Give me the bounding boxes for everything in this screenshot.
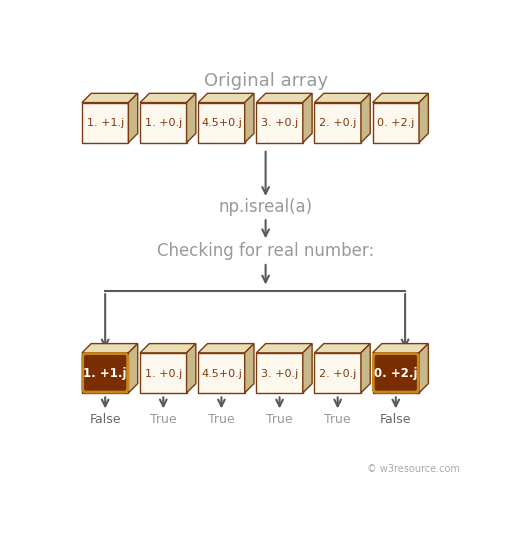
Bar	[373, 103, 419, 143]
Text: Checking for real number:: Checking for real number:	[157, 242, 374, 260]
Text: 1. +1.j: 1. +1.j	[84, 367, 127, 380]
Polygon shape	[373, 93, 428, 103]
Polygon shape	[303, 93, 312, 143]
Polygon shape	[244, 93, 254, 143]
Text: © w3resource.com: © w3resource.com	[367, 464, 460, 474]
Polygon shape	[140, 343, 196, 353]
Text: 0. +2.j: 0. +2.j	[377, 119, 415, 128]
Polygon shape	[198, 343, 254, 353]
Polygon shape	[82, 343, 138, 353]
Text: 4.5+0.j: 4.5+0.j	[201, 119, 242, 128]
Polygon shape	[256, 93, 312, 103]
Polygon shape	[303, 343, 312, 393]
Polygon shape	[315, 343, 370, 353]
Text: Original array: Original array	[203, 72, 327, 90]
Text: 3. +0.j: 3. +0.j	[261, 368, 298, 379]
Bar	[198, 353, 244, 393]
Text: 3. +0.j: 3. +0.j	[261, 119, 298, 128]
Polygon shape	[198, 93, 254, 103]
Polygon shape	[128, 93, 138, 143]
Text: True: True	[150, 413, 176, 426]
Bar	[256, 103, 303, 143]
Bar	[140, 353, 186, 393]
Text: 2. +0.j: 2. +0.j	[319, 119, 357, 128]
Text: 2. +0.j: 2. +0.j	[319, 368, 357, 379]
Polygon shape	[361, 93, 370, 143]
FancyBboxPatch shape	[373, 354, 418, 392]
Text: 0. +2.j: 0. +2.j	[374, 367, 418, 380]
Polygon shape	[373, 343, 428, 353]
Polygon shape	[82, 93, 138, 103]
Polygon shape	[186, 343, 196, 393]
Polygon shape	[361, 343, 370, 393]
Polygon shape	[140, 93, 196, 103]
Polygon shape	[256, 343, 312, 353]
Text: 1. +0.j: 1. +0.j	[145, 368, 182, 379]
Text: True: True	[266, 413, 293, 426]
Bar	[373, 353, 419, 393]
Text: True: True	[208, 413, 235, 426]
Text: True: True	[324, 413, 351, 426]
Text: False: False	[89, 413, 121, 426]
Text: 1. +1.j: 1. +1.j	[87, 119, 124, 128]
Bar	[82, 103, 128, 143]
Bar	[82, 353, 128, 393]
Polygon shape	[315, 93, 370, 103]
Polygon shape	[186, 93, 196, 143]
Polygon shape	[128, 343, 138, 393]
FancyBboxPatch shape	[83, 354, 128, 392]
Bar	[140, 103, 186, 143]
Bar	[256, 353, 303, 393]
Text: 4.5+0.j: 4.5+0.j	[201, 368, 242, 379]
Bar	[198, 103, 244, 143]
Bar	[315, 103, 361, 143]
Bar	[315, 353, 361, 393]
Text: 1. +0.j: 1. +0.j	[145, 119, 182, 128]
Polygon shape	[419, 343, 428, 393]
Polygon shape	[244, 343, 254, 393]
Text: np.isreal(a): np.isreal(a)	[218, 198, 312, 216]
Polygon shape	[419, 93, 428, 143]
Text: False: False	[380, 413, 412, 426]
